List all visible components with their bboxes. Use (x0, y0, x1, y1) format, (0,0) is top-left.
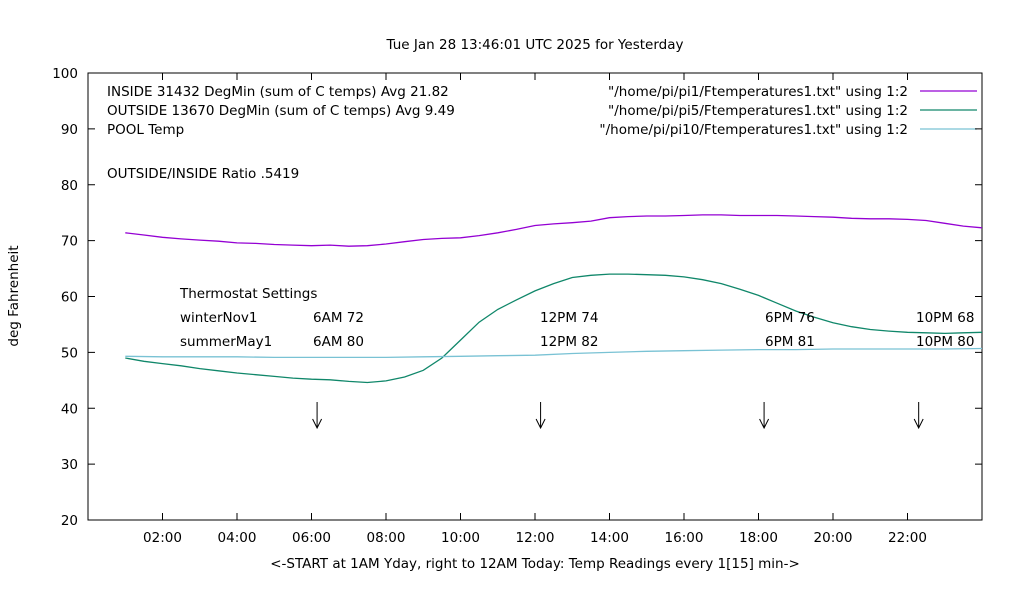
legend-file-inside: "/home/pi/pi1/Ftemperatures1.txt" using … (608, 84, 908, 100)
series-line-outside (125, 273, 983, 384)
down-arrow (913, 402, 924, 430)
x-tick-label: 20:00 (814, 530, 853, 546)
y-axis-label: deg Fahrenheit (6, 245, 22, 346)
x-axis-label: <-START at 1AM Yday, right to 12AM Today… (270, 556, 800, 572)
x-tick-label: 02:00 (143, 530, 182, 546)
y-tick-label: 40 (61, 401, 78, 417)
y-tick-label: 60 (61, 290, 78, 306)
legend-label-pool: POOL Temp (107, 122, 184, 138)
y-tick-label: 90 (61, 122, 78, 138)
down-arrow (312, 402, 323, 430)
thermostat-title: Thermostat Settings (179, 286, 317, 302)
legend-file-outside: "/home/pi/pi5/Ftemperatures1.txt" using … (608, 103, 908, 119)
y-tick-label: 20 (61, 513, 78, 529)
series-line-inside (125, 214, 983, 247)
thermostat-setting: 6PM 76 (765, 310, 815, 326)
thermostat-setting: 10PM 68 (916, 310, 974, 326)
chart-title: Tue Jan 28 13:46:01 UTC 2025 for Yesterd… (386, 37, 684, 53)
thermostat-setting: 10PM 80 (916, 334, 974, 350)
y-tick-label: 50 (61, 345, 78, 361)
x-tick-label: 22:00 (888, 530, 927, 546)
down-arrow (535, 402, 546, 430)
x-tick-label: 06:00 (292, 530, 331, 546)
plot-border-and-ticks: 02:00 04:00 06:00 08:00 10:00 12:00 14:00 16:00… (52, 66, 983, 546)
thermostat-setting: 6AM 80 (313, 334, 364, 350)
x-tick-label: 08:00 (367, 530, 406, 546)
thermostat-settings: Thermostat Settings winterNov1 6AM 72 12PM … (179, 286, 974, 350)
thermostat-row-label: summerMay1 (180, 334, 272, 350)
legend-file-pool: "/home/pi/pi10/Ftemperatures1.txt" using… (599, 122, 908, 138)
x-tick-label: 12:00 (516, 530, 555, 546)
x-tick-label: 10:00 (441, 530, 480, 546)
ratio-annotation: OUTSIDE/INSIDE Ratio .5419 (107, 166, 299, 182)
down-arrow (759, 402, 770, 430)
legend: INSIDE 31432 DegMin (sum of C temps) Avg… (107, 84, 977, 138)
series-line-pool (125, 347, 983, 359)
x-tick-label: 14:00 (590, 530, 629, 546)
thermostat-setting: 12PM 82 (540, 334, 598, 350)
x-tick-label: 16:00 (665, 530, 704, 546)
thermostat-setting: 12PM 74 (540, 310, 598, 326)
x-tick-label: 04:00 (218, 530, 257, 546)
thermostat-setting: 6AM 72 (313, 310, 364, 326)
schedule-arrows (312, 402, 924, 430)
y-tick-label: 100 (52, 66, 78, 82)
series-lines (125, 214, 983, 384)
y-tick-label: 70 (61, 234, 78, 250)
thermostat-setting: 6PM 81 (765, 334, 815, 350)
y-tick-label: 80 (61, 178, 78, 194)
legend-label-outside: OUTSIDE 13670 DegMin (sum of C temps) Av… (107, 103, 455, 119)
legend-label-inside: INSIDE 31432 DegMin (sum of C temps) Avg… (107, 84, 449, 100)
y-tick-label: 30 (61, 457, 78, 473)
x-tick-label: 18:00 (739, 530, 778, 546)
thermostat-row-label: winterNov1 (180, 310, 257, 326)
